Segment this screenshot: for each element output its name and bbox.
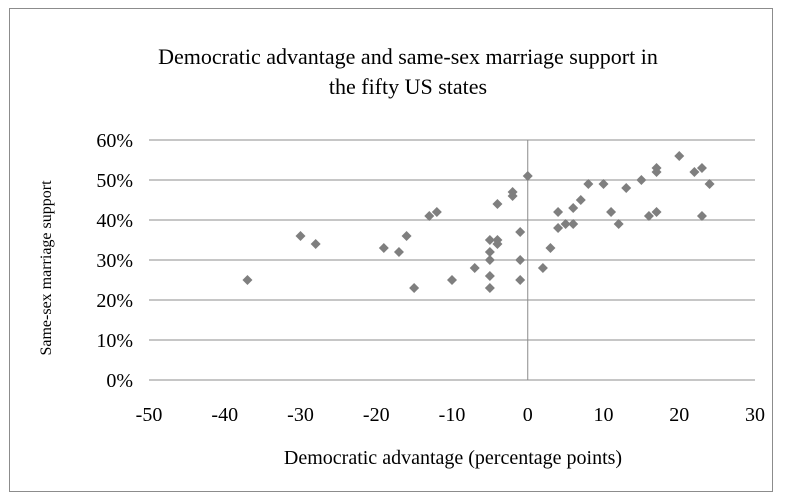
y-tick-label: 60% [96, 130, 133, 152]
data-point [515, 255, 526, 265]
x-tick-label: -30 [287, 404, 314, 426]
data-point [636, 175, 647, 185]
data-point [651, 167, 662, 177]
data-point [621, 183, 632, 193]
chart-frame [9, 8, 773, 492]
data-point [553, 207, 564, 217]
data-point [310, 239, 321, 249]
data-point [447, 275, 457, 285]
x-axis-label: Democratic advantage (percentage points) [284, 447, 622, 469]
y-tick-label: 50% [96, 170, 133, 192]
x-tick-label: -10 [439, 404, 466, 426]
data-point [378, 243, 389, 253]
data-point [537, 263, 548, 273]
data-point [295, 231, 306, 241]
data-point [696, 211, 707, 221]
y-tick-labels: 0% 10% 20% 30% 40% 50% 60% [96, 130, 133, 392]
data-point [545, 243, 556, 253]
x-tick-label: -50 [136, 404, 163, 426]
data-point [568, 203, 579, 213]
data-point [606, 207, 617, 217]
data-point [704, 179, 715, 189]
data-point [674, 151, 685, 161]
y-tick-label: 20% [96, 290, 133, 312]
y-axis-label: Same-sex marriage support [38, 180, 55, 356]
data-point [492, 239, 503, 249]
x-tick-label: 30 [745, 404, 765, 426]
data-point [689, 167, 700, 177]
x-tick-label: 0 [523, 404, 533, 426]
data-point [598, 179, 609, 189]
data-point [568, 219, 579, 229]
x-tick-label: -40 [211, 404, 238, 426]
y-tick-label: 10% [96, 330, 133, 352]
data-point [242, 275, 253, 285]
data-point [515, 275, 526, 285]
data-point [696, 163, 707, 173]
data-point [583, 179, 594, 189]
data-point [575, 195, 586, 205]
data-point [431, 207, 442, 217]
data-point [507, 191, 518, 201]
chart-title: Democratic advantage and same-sex marria… [158, 44, 658, 99]
data-point [643, 211, 654, 221]
data-point [560, 219, 571, 229]
x-tick-label: 20 [669, 404, 689, 426]
y-tick-label: 40% [96, 210, 133, 232]
x-tick-labels: -50 -40 -30 -20 -10 0 10 20 30 [136, 404, 765, 426]
data-point [484, 271, 495, 281]
data-point [484, 247, 495, 257]
data-point [515, 227, 526, 237]
data-point [484, 255, 495, 265]
data-point [424, 211, 435, 221]
data-point [651, 207, 662, 217]
data-point [401, 231, 412, 241]
chart-title-line-2: the fifty US states [329, 74, 487, 99]
x-tick-label: -20 [363, 404, 390, 426]
data-points [242, 151, 715, 293]
data-point [393, 247, 404, 257]
data-point [469, 263, 480, 273]
chart-title-line-1: Democratic advantage and same-sex marria… [158, 44, 658, 69]
data-point [484, 283, 495, 293]
gridlines [149, 139, 755, 341]
data-point [522, 171, 533, 181]
data-point [409, 283, 420, 293]
data-point [492, 199, 503, 209]
x-tick-label: 10 [594, 404, 614, 426]
y-tick-label: 30% [96, 250, 133, 272]
y-tick-label: 0% [106, 370, 133, 392]
data-point [484, 235, 495, 245]
data-point [553, 223, 564, 233]
data-point [613, 219, 624, 229]
